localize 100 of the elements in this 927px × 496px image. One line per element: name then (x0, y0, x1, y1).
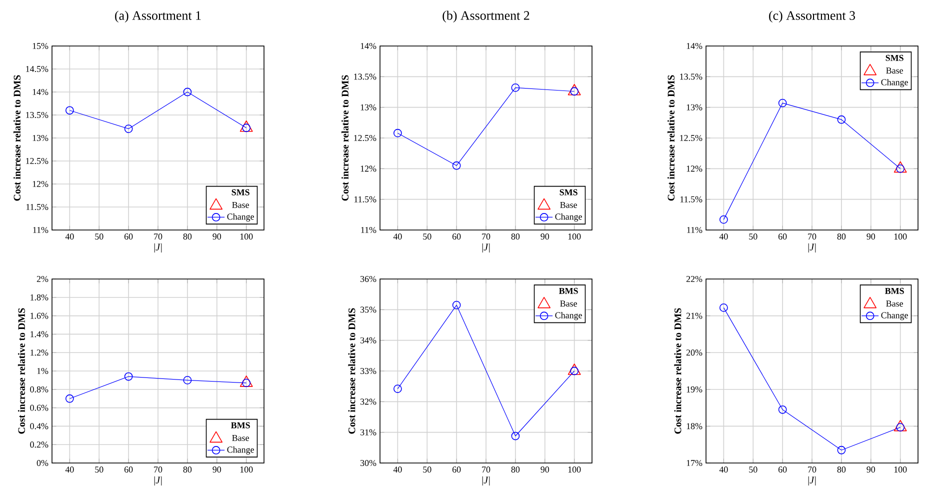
legend-title: SMS (560, 189, 578, 196)
x-tick-label: 40 (65, 234, 74, 240)
x-tick-label: 90 (540, 466, 550, 473)
x-tick-label: 80 (511, 234, 520, 240)
point (452, 161, 461, 170)
legend-title: SMS (886, 54, 904, 61)
chart-title: (c) Assortment 3 (769, 10, 856, 22)
y-axis-title: Cost increase relative to DMS (674, 308, 682, 434)
point (719, 304, 728, 312)
y-tick-label: 11% (687, 226, 702, 234)
y-axis-title: Cost increase relative to DMS (13, 75, 20, 201)
x-axis-title: |J| (154, 243, 162, 252)
legend-title: SMS (232, 189, 250, 196)
x-tick-label: 40 (393, 466, 402, 473)
legend-label: Change (555, 312, 582, 320)
y-tick-label: 11.5% (680, 196, 702, 202)
y-tick-label: 0.2% (30, 442, 48, 448)
x-tick-label: 50 (95, 466, 104, 473)
legend-title: BMS (885, 288, 904, 294)
y-axis-title: Cost increase relative to DMS (667, 75, 674, 201)
x-tick-label: 90 (540, 234, 550, 240)
point (837, 446, 846, 454)
y-tick-label: 32% (360, 398, 376, 405)
y-tick-label: 11% (361, 226, 376, 234)
point (124, 372, 133, 381)
legend-label: Base (886, 68, 903, 74)
legend-label: Change (227, 446, 254, 455)
legend-label: Change (555, 213, 582, 222)
point (393, 384, 402, 393)
point (896, 164, 905, 173)
point (511, 84, 520, 92)
x-tick-label: 100 (240, 466, 253, 473)
x-axis-title: |J| (482, 243, 490, 252)
y-tick-label: 0% (36, 460, 48, 466)
point (183, 88, 192, 96)
x-tick-label: 40 (719, 466, 728, 473)
y-tick-label: 21% (686, 312, 702, 319)
x-tick-label: 50 (749, 466, 758, 473)
legend-title: BMS (231, 422, 250, 428)
y-tick-label: 15% (32, 42, 48, 50)
x-tick-label: 100 (894, 234, 907, 240)
x-tick-label: 90 (212, 466, 222, 473)
x-tick-label: 70 (482, 234, 490, 240)
x-axis-title: |J| (808, 243, 816, 252)
y-tick-label: 35% (360, 306, 376, 313)
x-tick-label: 50 (423, 466, 432, 473)
legend-label: Change (227, 213, 254, 222)
x-tick-label: 80 (837, 234, 846, 240)
y-tick-label: 20% (686, 350, 702, 356)
y-tick-label: 12.5% (26, 158, 48, 164)
chart-title: (a) Assortment 1 (115, 10, 201, 22)
point (183, 376, 192, 384)
point (719, 215, 728, 224)
x-axis-title: |J| (154, 476, 162, 486)
point (778, 98, 787, 108)
y-tick-label: 12% (32, 180, 48, 188)
y-axis-title: Cost increase relative to DMS (341, 75, 348, 201)
y-tick-label: 14% (686, 42, 702, 50)
y-tick-label: 11.5% (26, 204, 48, 210)
y-tick-label: 12% (360, 166, 376, 172)
legend-label: Change (881, 312, 908, 320)
x-axis-title: |J| (808, 476, 816, 486)
x-tick-label: 100 (894, 466, 907, 473)
x-tick-label: 80 (511, 466, 520, 473)
y-tick-label: 12.5% (354, 134, 376, 142)
y-tick-label: 14% (360, 42, 376, 50)
x-tick-label: 60 (124, 466, 133, 473)
x-tick-label: 80 (837, 466, 846, 473)
y-tick-label: 0.4% (30, 423, 48, 430)
legend-label: Base (886, 300, 903, 307)
x-tick-label: 90 (212, 234, 222, 240)
y-tick-label: 19% (686, 386, 702, 392)
y-tick-label: 11% (33, 226, 48, 234)
x-tick-label: 60 (778, 234, 787, 240)
y-tick-label: 1% (37, 368, 48, 374)
x-tick-label: 100 (240, 234, 253, 240)
x-tick-label: 100 (568, 466, 581, 473)
x-tick-label: 40 (719, 234, 728, 240)
y-tick-label: 13.5% (26, 112, 48, 118)
y-tick-label: 33% (360, 368, 376, 374)
legend-label: Base (232, 202, 249, 208)
point (896, 423, 905, 432)
legend-label: Base (232, 435, 249, 441)
x-tick-label: 90 (866, 234, 876, 240)
x-tick-label: 40 (65, 466, 74, 473)
y-tick-label: 1.6% (30, 312, 48, 319)
x-tick-label: 40 (393, 234, 402, 240)
point (242, 124, 251, 132)
y-tick-label: 13% (360, 104, 376, 110)
y-tick-label: 1.8% (30, 294, 48, 300)
y-tick-label: 2% (36, 276, 48, 282)
legend-title: BMS (559, 288, 578, 294)
point (570, 87, 579, 96)
x-tick-label: 50 (95, 234, 104, 240)
y-axis-title: Cost increase relative to DMS (348, 308, 356, 434)
x-tick-label: 50 (423, 234, 432, 240)
x-tick-label: 70 (808, 466, 816, 473)
y-tick-label: 17% (686, 460, 702, 466)
y-tick-label: 13% (32, 134, 48, 142)
x-tick-label: 70 (482, 466, 490, 473)
